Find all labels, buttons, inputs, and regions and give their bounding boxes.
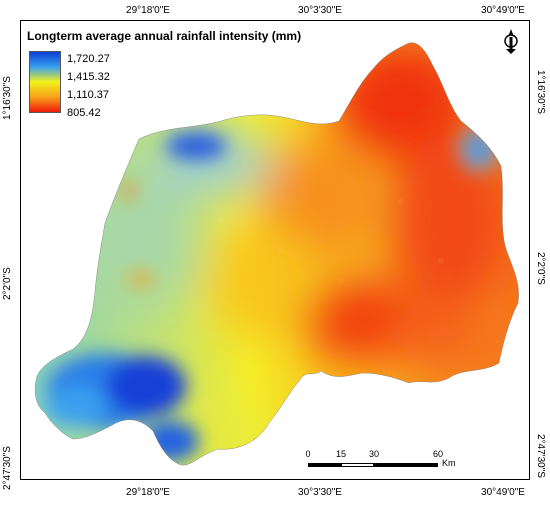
top-tick-3: 30°49'0"E: [481, 5, 525, 16]
scale-tick-0: 0: [305, 449, 311, 459]
right-tick-1: 1°16'30"S: [535, 70, 546, 114]
legend-label-high: 1,415.32: [67, 71, 110, 83]
left-tick-1: 1°16'30"S: [2, 76, 13, 120]
top-tick-2: 30°3'30"E: [298, 5, 342, 16]
interpolation-texture: [168, 198, 444, 324]
north-arrow-icon: [504, 29, 518, 54]
scale-segment-2: [341, 463, 374, 467]
rainfall-map: [34, 42, 519, 466]
bottom-tick-3: 30°49'0"E: [481, 487, 525, 498]
scale-segment-1: [308, 463, 341, 467]
scale-unit: Km: [442, 458, 456, 468]
legend-color-ramp: [29, 51, 61, 113]
legend-label-min: 805.42: [67, 107, 101, 119]
map-frame: Longterm average annual rainfall intensi…: [20, 20, 530, 480]
country-outline: [34, 42, 519, 466]
legend-title: Longterm average annual rainfall intensi…: [27, 29, 302, 43]
bottom-tick-2: 30°3'30"E: [298, 487, 342, 498]
left-tick-3: 2°47'30"S: [2, 446, 13, 490]
top-tick-1: 29°18'0"E: [126, 5, 170, 16]
legend: Longterm average annual rainfall intensi…: [27, 29, 302, 119]
legend-label-max: 1,720.27: [67, 53, 110, 65]
scale-segment-3: [374, 463, 438, 467]
scale-tick-15: 15: [335, 449, 347, 459]
bottom-tick-1: 29°18'0"E: [126, 487, 170, 498]
legend-label-mid: 1,110.37: [67, 89, 110, 101]
right-tick-3: 2°47'30"S: [535, 434, 546, 478]
left-tick-2: 2°2'0"S: [2, 267, 13, 300]
scale-tick-30: 30: [368, 449, 380, 459]
right-tick-2: 2°2'0"S: [535, 252, 546, 285]
scale-tick-60: 60: [432, 449, 444, 459]
